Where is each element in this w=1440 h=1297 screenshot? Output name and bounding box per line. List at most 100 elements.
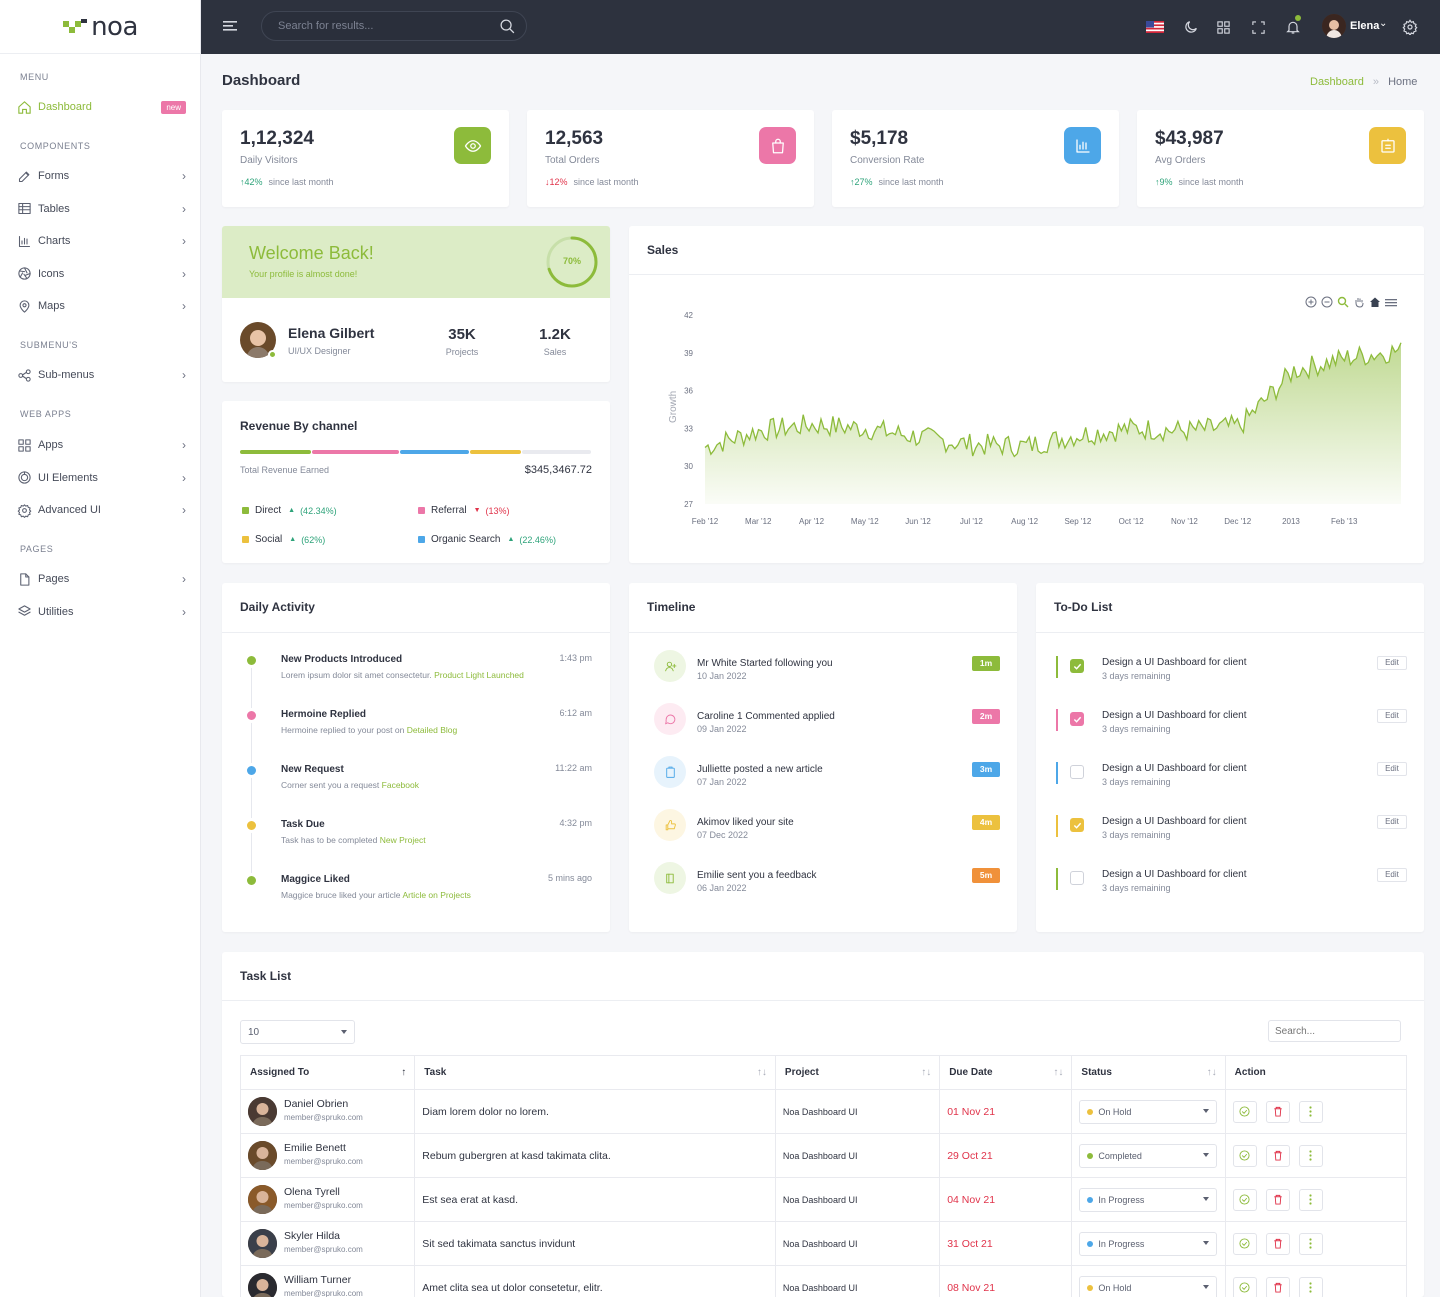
table-row[interactable]: Daniel Obrien member@spruko.com Diam lorem… [239,1089,1408,1134]
caret-up-icon: ▲ [507,536,515,543]
table-row[interactable]: Emilie Benett member@spruko.com Rebum gube… [239,1133,1408,1178]
column-header[interactable]: Project ↑↓ [774,1055,941,1090]
checkbox-unchecked[interactable] [1070,765,1084,779]
column-header[interactable]: Due Date ↑↓ [939,1055,1073,1090]
search-input[interactable] [278,18,478,34]
checkbox-checked[interactable] [1070,659,1084,673]
sidebar-item-pages[interactable]: Pages › [16,568,186,590]
search-icon[interactable] [499,18,516,35]
status-select[interactable]: Completed [1079,1143,1218,1168]
edit-button[interactable]: Edit [1377,868,1407,882]
approve-button[interactable] [1232,1188,1257,1211]
status-select[interactable]: In Progress [1079,1231,1218,1256]
edit-button[interactable]: Edit [1377,815,1407,829]
edit-button[interactable]: Edit [1377,762,1407,776]
chevron-down-icon [1203,1284,1210,1289]
activity-link[interactable]: Product Light Launched [434,670,524,680]
flag-us-icon[interactable] [1145,17,1165,37]
status-select[interactable]: In Progress [1079,1187,1218,1212]
column-header[interactable]: Task ↑↓ [414,1055,776,1090]
sidebar-item-utilities[interactable]: Utilities › [16,601,186,623]
status-select[interactable]: On Hold [1079,1099,1218,1124]
zoom-in-icon[interactable] [1305,296,1317,308]
gear-icon[interactable] [1400,17,1420,37]
magnifier-icon[interactable] [1337,296,1349,308]
delete-button[interactable] [1265,1276,1290,1297]
more-options-button[interactable] [1298,1144,1323,1167]
x-tick-label: Jun '12 [905,517,931,526]
legend-swatch [242,536,249,543]
chevron-down-icon [1203,1240,1210,1245]
delete-button[interactable] [1265,1188,1290,1211]
activity-link[interactable]: New Project [379,835,426,845]
activity-link[interactable]: Facebook [381,780,419,790]
activity-link[interactable]: Detailed Blog [406,725,458,735]
fullscreen-icon[interactable] [1248,17,1268,37]
approve-button[interactable] [1232,1276,1257,1297]
table-search-input[interactable] [1268,1020,1401,1042]
status-select[interactable]: On Hold [1079,1275,1218,1297]
table-row[interactable]: Skyler Hilda member@spruko.com Sit sed tak… [239,1221,1408,1266]
delete-button[interactable] [1265,1232,1290,1255]
sidebar-item-icons[interactable]: Icons › [16,263,186,285]
sort-icon[interactable]: ↑ [401,1067,407,1078]
menu-toggle-icon[interactable] [223,19,239,33]
sidebar-item-tables[interactable]: Tables › [16,198,186,220]
approve-button[interactable] [1232,1144,1257,1167]
revenue-title: Revenue By channel [240,419,358,433]
sidebar-item-maps[interactable]: Maps › [16,295,186,317]
sidebar-item-sub-menus[interactable]: Sub-menus › [16,364,186,386]
column-header-label: Status [1081,1067,1112,1078]
edit-button[interactable]: Edit [1377,709,1407,723]
more-options-button[interactable] [1298,1188,1323,1211]
todo-color-bar [1056,656,1058,678]
logo[interactable]: noa [0,0,201,54]
user-name[interactable]: Elena [1350,20,1380,32]
breadcrumb-dashboard[interactable]: Dashboard [1310,76,1364,88]
approve-button[interactable] [1232,1100,1257,1123]
sidebar-item-dashboard[interactable]: Dashboard new [16,96,186,118]
column-header[interactable]: Status ↑↓ [1071,1055,1226,1090]
sidebar-item-apps[interactable]: Apps › [16,434,186,456]
edit-button[interactable]: Edit [1377,656,1407,670]
moon-icon[interactable] [1181,17,1201,37]
table-row[interactable]: Olena Tyrell member@spruko.com Est sea era… [239,1177,1408,1222]
zoom-out-icon[interactable] [1321,296,1333,308]
sort-icon[interactable]: ↑↓ [1206,1067,1217,1078]
delete-button[interactable] [1265,1144,1290,1167]
sort-icon[interactable]: ↑↓ [1053,1067,1064,1078]
sidebar-item-forms[interactable]: Forms › [16,165,186,187]
y-tick-label: 39 [684,349,693,358]
sidebar-item-charts[interactable]: Charts › [16,230,186,252]
y-tick-label: 27 [684,500,693,509]
reset-home-icon[interactable] [1369,296,1381,308]
checkbox-checked[interactable] [1070,818,1084,832]
checkbox-unchecked[interactable] [1070,871,1084,885]
menu-icon[interactable] [1385,296,1397,308]
chevron-down-icon[interactable]: ⌄ [1379,18,1388,29]
table-row[interactable]: William Turner member@spruko.com Amet clit… [239,1265,1408,1297]
avatar[interactable] [1322,14,1346,38]
page-size-select[interactable]: 10 [240,1020,355,1044]
activity-title: Hermoine Replied [281,709,367,720]
status-dot [1087,1108,1094,1115]
column-header[interactable]: Action [1224,1055,1408,1090]
more-options-button[interactable] [1298,1232,1323,1255]
sidebar-item-advanced-ui[interactable]: Advanced UI › [16,499,186,521]
activity-link[interactable]: Article on Projects [402,890,471,900]
stat-value: $5,178 [850,128,909,149]
more-options-button[interactable] [1298,1276,1323,1297]
pan-hand-icon[interactable] [1353,296,1365,308]
sort-icon[interactable]: ↑↓ [756,1067,767,1078]
x-tick-label: Apr '12 [799,517,825,526]
activity-time: 6:12 am [559,708,592,718]
more-options-button[interactable] [1298,1100,1323,1123]
approve-button[interactable] [1232,1232,1257,1255]
checkbox-checked[interactable] [1070,712,1084,726]
bell-icon[interactable] [1283,15,1303,37]
delete-button[interactable] [1265,1100,1290,1123]
apps-grid-icon[interactable] [1213,17,1233,37]
sort-icon[interactable]: ↑↓ [921,1067,932,1078]
column-header[interactable]: Assigned To ↑ [239,1055,416,1090]
sidebar-item-ui-elements[interactable]: UI Elements › [16,467,186,489]
